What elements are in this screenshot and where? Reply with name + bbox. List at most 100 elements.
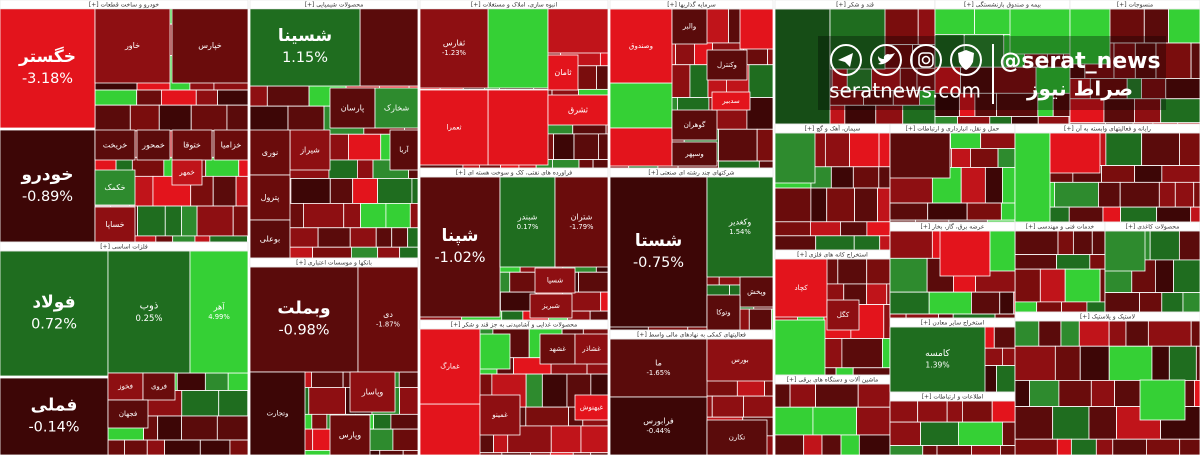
filler-tile [600,291,609,312]
filler-tile [824,132,850,168]
filler-tile [348,133,382,161]
stock-tile [171,159,203,186]
sector-header-bg [889,221,1016,232]
filler-tile [889,421,922,446]
filler-tile [356,159,374,179]
filler-tile [1101,165,1136,183]
filler-tile [329,178,354,204]
filler-tile [402,450,419,455]
stock-change: 0.17% [517,223,539,231]
filler-tile [920,421,959,446]
watermark-site: seratnews.com [829,79,981,103]
stock-change: -0.98% [278,323,329,339]
filler-tile [377,246,401,259]
filler-tile [227,372,249,391]
filler-tile [1194,380,1200,407]
filler-tile [350,246,379,259]
watermark: @serat_news صراط نیوز seratnews.com [818,36,1166,110]
filler-tile [1086,301,1106,313]
stock-tile [107,250,191,374]
tile [774,319,826,376]
filler-tile [311,413,328,430]
filler-tile [575,65,597,90]
tile [1069,8,1111,65]
sector-header-bg [774,374,891,385]
stock-tile [711,91,751,111]
stock-tile [171,7,249,84]
filler-tile [718,128,758,162]
filler-tile [774,383,791,408]
filler-tile [598,133,609,161]
filler-tile [155,235,174,243]
filler-tile [1146,438,1181,455]
filler-tile [946,400,963,423]
filler-tile [980,132,1016,149]
sector-header-bg [1014,123,1200,134]
filler-tile [303,203,345,229]
filler-tile [1014,254,1057,270]
sector-title: اطلاعات و ارتباطات [+] [922,394,984,401]
sector-header-bg [1069,0,1200,10]
filler-tile [1058,380,1092,407]
tile [739,8,774,50]
filler-tile [1039,268,1066,303]
filler-tile [922,445,938,455]
stock-symbol: وپخش [747,288,766,296]
filler-tile [592,159,609,169]
stock-change: 1.39% [925,360,949,369]
filler-tile [853,235,881,251]
filler-tile [385,203,411,229]
filler-tile [373,413,392,430]
filler-tile [1178,230,1200,261]
stock-tile [249,266,359,373]
stock-symbol: فخوز [117,383,133,391]
sector-title: محصولات کاغذی [+] [1126,224,1180,231]
tile [547,7,609,54]
filler-tile [950,132,982,149]
stock-tile [94,169,136,206]
filler-tile [181,205,198,237]
filler-tile [1014,230,1059,256]
filler-tile [927,202,968,221]
filler-tile [124,439,148,455]
stock-tile [136,129,171,161]
stock-symbol: خکمک [104,183,125,192]
filler-tile [1125,320,1149,347]
filler-tile [879,235,891,251]
filler-tile [971,445,1001,455]
filler-tile [986,219,1016,223]
twitter-glyph [878,53,895,65]
stock-symbol: کامسه [925,349,950,359]
stock-symbol: خپارس [198,41,221,50]
stock-symbol: شسینا [278,26,332,46]
filler-tile [199,439,231,455]
stock-symbol: پارسان [341,104,365,113]
filler-tile [996,365,1016,393]
sector-header-bg [1104,221,1200,232]
filler-tile [993,326,1016,349]
filler-tile [1173,259,1200,294]
stock-symbol: ثامان [554,68,571,77]
sector-header-bg [419,0,609,10]
filler-tile [1014,438,1058,455]
tile [1014,132,1051,223]
filler-tile [821,434,842,455]
filler-tile [1078,320,1110,347]
sector-title: فراورده های نفتی، کک و سوخت هسته ای [+] [456,170,572,177]
filler-tile [1149,230,1180,261]
stock-symbol: خریخت [103,141,128,150]
sector-title: سرمایه گذاریها [+] [667,1,716,9]
stock-symbol: کچاد [794,284,808,292]
filler-tile [196,205,234,237]
filler-tile [1038,320,1062,347]
filler-tile [815,235,855,251]
sector-header-bg [419,319,609,330]
filler-tile [991,400,1016,423]
stock-symbol: شبریز [541,302,560,310]
filler-tile [917,400,948,423]
filler-tile [854,187,878,223]
stock-tile [189,250,249,374]
stock-tile [389,129,419,171]
stock-tile [609,176,708,328]
filler-tile [1054,181,1099,208]
